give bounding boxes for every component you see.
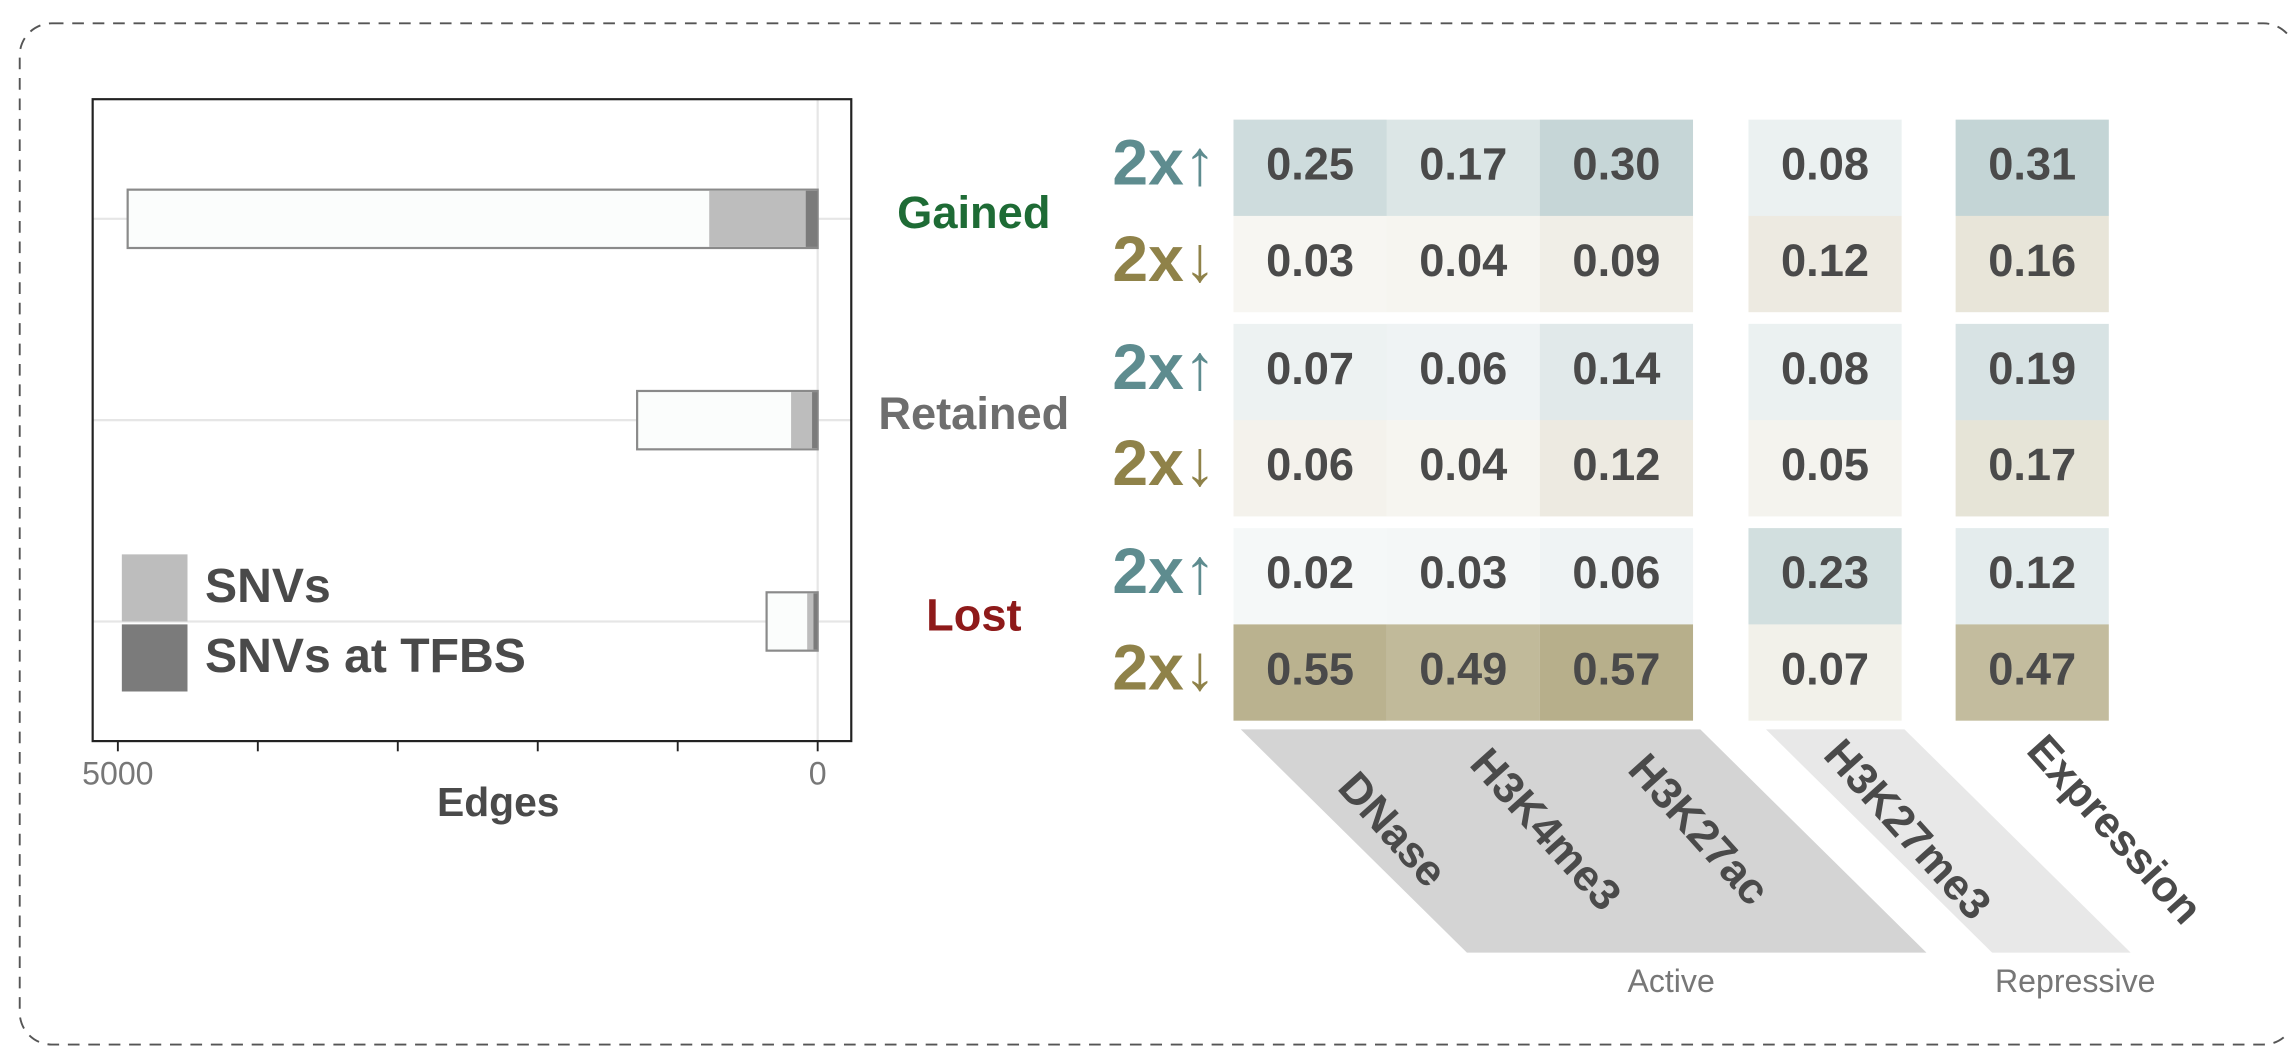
cell-label: 0.04 (1419, 235, 1507, 286)
x-tick-label: 0 (809, 756, 827, 792)
category-label: Gained (897, 187, 1050, 238)
category-label: Lost (926, 590, 1021, 641)
heatmap-cell (1233, 323, 1387, 421)
cell-label: 0.16 (1988, 235, 2076, 286)
dashed-frame (18, 22, 2289, 1046)
row-label: 2x↓ (1112, 427, 1215, 499)
heatmap-cell (1955, 624, 2109, 721)
cell-label: 0.17 (1419, 139, 1507, 190)
heatmap-cell (1539, 624, 1694, 721)
heatmap-cell (1748, 323, 1902, 421)
cell-label: 0.19 (1988, 343, 2076, 394)
heatmap-cell (1955, 323, 2109, 421)
cell-label: 0.55 (1266, 643, 1354, 694)
cell-label: 0.14 (1572, 343, 1660, 394)
bar-segment (709, 190, 818, 247)
bar-segment (805, 190, 818, 247)
repressive-band (1765, 729, 2131, 953)
heatmap-cell (1748, 624, 1902, 721)
heatmap-cell (1233, 528, 1387, 625)
row-label: 2x↑ (1112, 127, 1215, 199)
column-group-label: Active (1627, 963, 1714, 999)
cell-label: 0.06 (1572, 547, 1660, 598)
cell-label: 0.07 (1266, 343, 1354, 394)
heatmap-cell (1233, 420, 1387, 517)
cell-label: 0.06 (1419, 343, 1507, 394)
row-label: 2x↓ (1112, 223, 1215, 295)
heatmap-cell (1748, 215, 1902, 313)
bar-segment (807, 593, 818, 650)
cell-label: 0.25 (1266, 139, 1354, 190)
cell-label: 0.07 (1781, 643, 1869, 694)
heatmap-cell (1386, 624, 1540, 721)
cell-label: 0.30 (1572, 139, 1660, 190)
heatmap-cell (1748, 119, 1902, 216)
bar-segment (813, 593, 818, 650)
heatmap-cell (1233, 119, 1387, 216)
legend-swatch (121, 624, 188, 692)
heatmap-cell (1955, 215, 2109, 313)
cell-label: 0.04 (1419, 439, 1507, 490)
bar (636, 389, 819, 451)
heatmap-cell (1386, 323, 1540, 421)
cell-label: 0.05 (1781, 439, 1869, 490)
heatmap-cell (1386, 119, 1540, 216)
heatmap-cell (1539, 323, 1694, 421)
heatmap-cell (1539, 215, 1694, 313)
plot-frame (91, 98, 853, 743)
cell-label: 0.03 (1266, 235, 1354, 286)
row-label: 2x↑ (1112, 535, 1215, 607)
x-tick-label: 5000 (82, 756, 153, 792)
heatmap-cell (1955, 420, 2109, 517)
bar (126, 188, 819, 250)
cell-label: 0.12 (1781, 235, 1869, 286)
cell-label: 0.23 (1781, 547, 1869, 598)
heatmap-cell (1955, 119, 2109, 216)
heatmap-cell (1539, 528, 1694, 625)
column-group-label: Repressive (1995, 963, 2155, 999)
cell-label: 0.47 (1988, 643, 2076, 694)
row-label: 2x↑ (1112, 331, 1215, 403)
heatmap-cell (1233, 624, 1387, 721)
heatmap-cell (1748, 528, 1902, 625)
category-label: Retained (878, 388, 1069, 439)
cell-label: 0.12 (1988, 547, 2076, 598)
x-axis-label: Edges (437, 779, 560, 825)
legend-label: SNVs at TFBS (205, 629, 526, 683)
legend-label: SNVs (205, 559, 331, 613)
bar-segment (812, 392, 818, 449)
heatmap-cell (1386, 420, 1540, 517)
heatmap-cell (1386, 215, 1540, 313)
cell-label: 0.03 (1419, 547, 1507, 598)
cell-label: 0.02 (1266, 547, 1354, 598)
row-label: 2x↓ (1112, 631, 1215, 703)
cell-label: 0.17 (1988, 439, 2076, 490)
heatmap-cell (1233, 215, 1387, 313)
cell-label: 0.49 (1419, 643, 1507, 694)
cell-label: 0.12 (1572, 439, 1660, 490)
cell-label: 0.06 (1266, 439, 1354, 490)
cell-label: 0.09 (1572, 235, 1660, 286)
cell-label: 0.57 (1572, 643, 1660, 694)
cell-label: 0.08 (1781, 139, 1869, 190)
heatmap-cell (1748, 420, 1902, 517)
heatmap-cell (1539, 119, 1694, 216)
heatmap-cell (1539, 420, 1694, 517)
heatmap-cell (1386, 528, 1540, 625)
heatmap-cell (1955, 528, 2109, 625)
cell-label: 0.31 (1988, 139, 2076, 190)
active-band (1240, 729, 1927, 953)
legend-swatch (121, 554, 188, 622)
cell-label: 0.08 (1781, 343, 1869, 394)
